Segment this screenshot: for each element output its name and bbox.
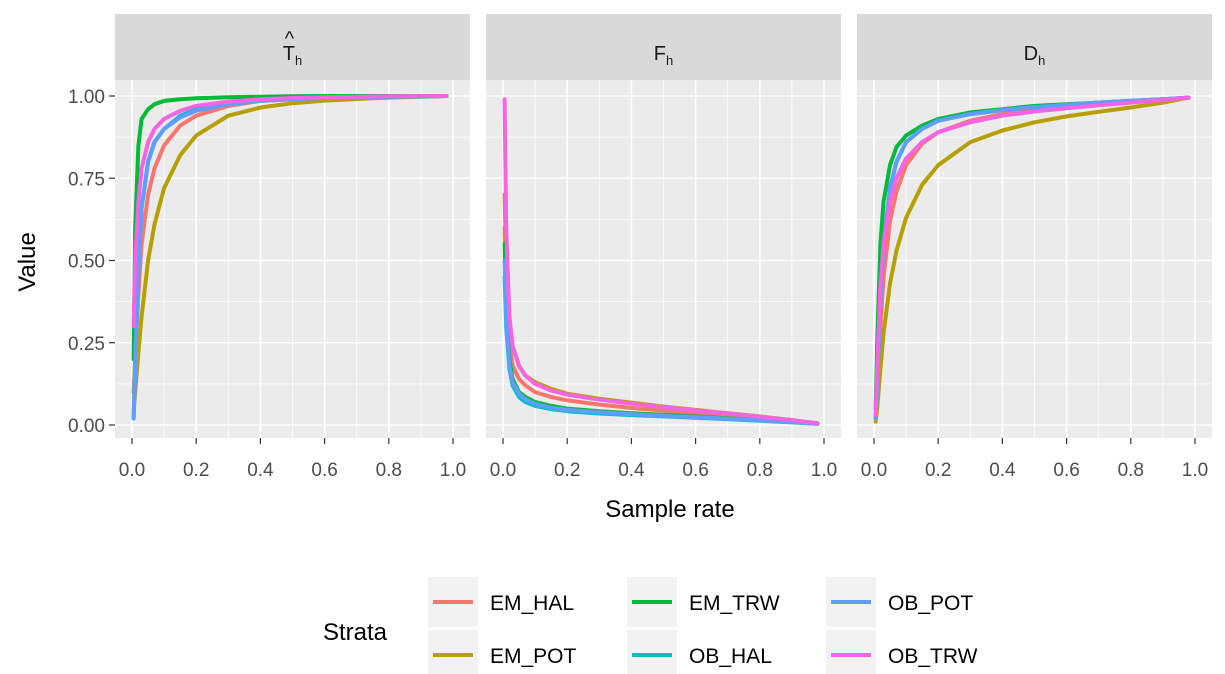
- x-tick-label: 0.8: [1118, 460, 1144, 481]
- gridlines: [486, 80, 841, 438]
- panel-1: Th^ 0.0 0.2 0.4 0.6 0.8 1.0: [115, 14, 470, 481]
- x-tick-label: 0.4: [989, 460, 1016, 481]
- x-tick-label: 0.8: [376, 460, 402, 481]
- x-axis-ticks: 0.0 0.2 0.4 0.6 0.8 1.0: [119, 438, 466, 481]
- legend-label: OB_TRW: [888, 645, 978, 668]
- x-axis-title: Sample rate: [605, 496, 734, 523]
- x-tick-label: 1.0: [1182, 460, 1208, 481]
- legend-label: EM_POT: [490, 645, 577, 668]
- y-tick-label: 0.75: [68, 169, 105, 190]
- x-tick-label: 0.6: [1053, 460, 1079, 481]
- y-tick-label: 1.00: [68, 87, 105, 108]
- strip-label: Fh: [654, 43, 673, 68]
- strip-label-sub: h: [295, 53, 302, 68]
- legend-title: Strata: [323, 619, 388, 646]
- y-axis-title: Value: [14, 232, 41, 292]
- panel-2: Fh 0.0 0.2 0.4 0.6 0.8 1.0: [486, 14, 841, 481]
- x-tick-label: 0.4: [247, 460, 274, 481]
- x-tick-label: 1.0: [811, 460, 837, 481]
- x-tick-label: 0.0: [119, 460, 145, 481]
- strip-label-sub: h: [1038, 53, 1045, 68]
- legend-item-ob-hal: OB_HAL: [627, 630, 772, 674]
- legend-item-ob-trw: OB_TRW: [826, 630, 978, 674]
- x-tick-label: 0.4: [618, 460, 645, 481]
- series-line-ob-trw: [131, 94, 449, 329]
- series-line-em-hal: [502, 225, 820, 426]
- x-tick-label: 1.0: [440, 460, 466, 481]
- legend-key: [428, 630, 478, 674]
- series-line-ob-trw: [873, 95, 1191, 418]
- panel-3: Dh 0.0 0.2 0.4 0.6 0.8 1.0: [857, 14, 1212, 481]
- strip-label: Th: [283, 43, 302, 68]
- gridlines: [857, 80, 1212, 438]
- x-tick-label: 0.2: [554, 460, 580, 481]
- x-tick-label: 0.6: [682, 460, 708, 481]
- legend-item-ob-pot: OB_POT: [826, 577, 973, 627]
- x-tick-label: 0.2: [183, 460, 209, 481]
- series-lines: [131, 94, 449, 421]
- strip-label: Dh: [1024, 43, 1046, 68]
- strip-label-main: T: [283, 43, 295, 65]
- legend-key: [627, 630, 677, 674]
- x-tick-label: 0.0: [490, 460, 516, 481]
- legend-label: EM_TRW: [689, 592, 780, 615]
- x-tick-label: 0.0: [861, 460, 887, 481]
- x-tick-label: 0.6: [311, 460, 337, 481]
- x-axis-ticks: 0.0 0.2 0.4 0.6 0.8 1.0: [861, 438, 1208, 481]
- series-line-ob-pot: [502, 258, 820, 426]
- legend-label: OB_HAL: [689, 645, 772, 668]
- y-tick-label: 0.00: [68, 416, 105, 437]
- legend-key: [826, 630, 876, 674]
- legend-item-em-hal: EM_HAL: [428, 577, 574, 627]
- legend-label: OB_POT: [888, 592, 973, 615]
- series-lines: [502, 97, 820, 426]
- x-axis-ticks: 0.0 0.2 0.4 0.6 0.8 1.0: [490, 438, 837, 481]
- gridlines: [115, 80, 470, 438]
- series-line-ob-trw: [502, 97, 820, 426]
- x-tick-label: 0.2: [925, 460, 951, 481]
- legend-label: EM_HAL: [490, 592, 574, 615]
- strip-label-hat: ^: [285, 28, 295, 50]
- strip-background: [115, 14, 470, 80]
- y-tick-label: 0.25: [68, 334, 105, 355]
- strip-background: [486, 14, 841, 80]
- strip-background: [857, 14, 1212, 80]
- strip-label-main: F: [654, 43, 666, 65]
- y-axis: 0.00 0.25 0.50 0.75 1.00: [68, 87, 115, 437]
- legend-item-em-trw: EM_TRW: [627, 577, 780, 627]
- legend-item-em-pot: EM_POT: [428, 630, 577, 674]
- strip-label-sub: h: [666, 53, 673, 68]
- series-line-em-pot: [873, 95, 1191, 424]
- series-lines: [873, 95, 1191, 424]
- y-tick-label: 0.50: [68, 252, 105, 273]
- legend: Strata EM_HAL EM_POT EM_TRW OB_HAL OB_POT OB_…: [323, 577, 978, 674]
- x-tick-label: 0.8: [747, 460, 773, 481]
- strip-label-main: D: [1024, 43, 1038, 65]
